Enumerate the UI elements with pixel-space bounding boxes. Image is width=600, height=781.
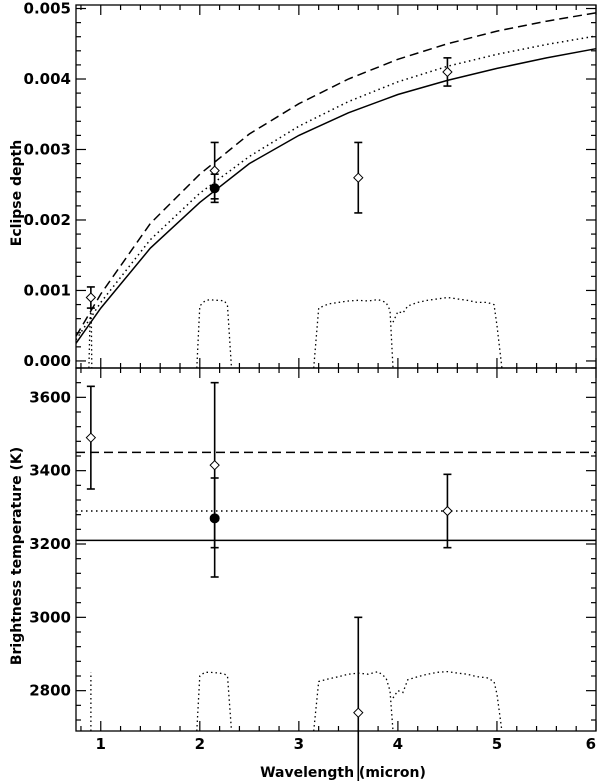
- y-tick-label: 0.004: [24, 70, 71, 88]
- y-axis-label-brightness-temperature: Brightness temperature (K): [9, 447, 25, 665]
- data-point-diamond: [209, 459, 220, 471]
- y-axis-label-eclipse-depth: Eclipse depth: [9, 140, 25, 246]
- y-tick-label: 0.001: [24, 281, 71, 299]
- y-tick-label: 3400: [29, 462, 71, 480]
- bandpass-outline: [313, 670, 394, 732]
- bandpass-outline: [196, 298, 233, 369]
- x-tick-label: 6: [586, 735, 596, 753]
- x-tick-label: 5: [492, 735, 502, 753]
- data-point-filled-circle: [209, 513, 220, 524]
- plot-frame: [75, 367, 597, 732]
- x-tick-label: 3: [294, 735, 304, 753]
- data-point-diamond: [442, 66, 453, 78]
- model-curve-dashed: [75, 12, 597, 337]
- y-tick-label: 0.005: [24, 0, 71, 18]
- y-tick-label: 0.003: [24, 140, 71, 158]
- bandpass-outline: [313, 298, 394, 369]
- x-tick-label: 2: [195, 735, 205, 753]
- data-point-diamond: [85, 432, 97, 443]
- panel-brightness-temperature: Brightness temperature (K) Wavelength (m…: [9, 367, 597, 781]
- plot-frame: [75, 4, 597, 369]
- x-tick-label: 4: [393, 735, 403, 753]
- bandpass-outline: [392, 670, 503, 732]
- bandpass-outline: [392, 296, 503, 369]
- data-point-filled-circle: [209, 183, 220, 194]
- model-curve-dotted: [75, 35, 597, 341]
- bandpass-outline: [88, 304, 93, 369]
- y-tick-label: 2800: [29, 682, 71, 700]
- y-tick-label: 3600: [29, 388, 71, 406]
- model-curve-solid: [75, 47, 597, 344]
- data-point-diamond: [353, 172, 364, 183]
- y-tick-label: 3000: [29, 608, 71, 626]
- y-tick-label: 3200: [29, 535, 71, 553]
- x-axis-label: Wavelength (micron): [260, 765, 426, 781]
- y-tick-label: 0.000: [24, 352, 71, 370]
- x-tick-label: 1: [96, 735, 106, 753]
- bandpass-outline: [196, 671, 233, 732]
- data-point-diamond: [85, 292, 97, 303]
- data-point-diamond: [353, 707, 364, 718]
- data-point-diamond: [442, 505, 453, 517]
- y-tick-label: 0.002: [24, 211, 71, 229]
- panel-eclipse-depth: Eclipse depth 0.000 0.001 0.002 0.003 0.004 0…: [9, 0, 597, 370]
